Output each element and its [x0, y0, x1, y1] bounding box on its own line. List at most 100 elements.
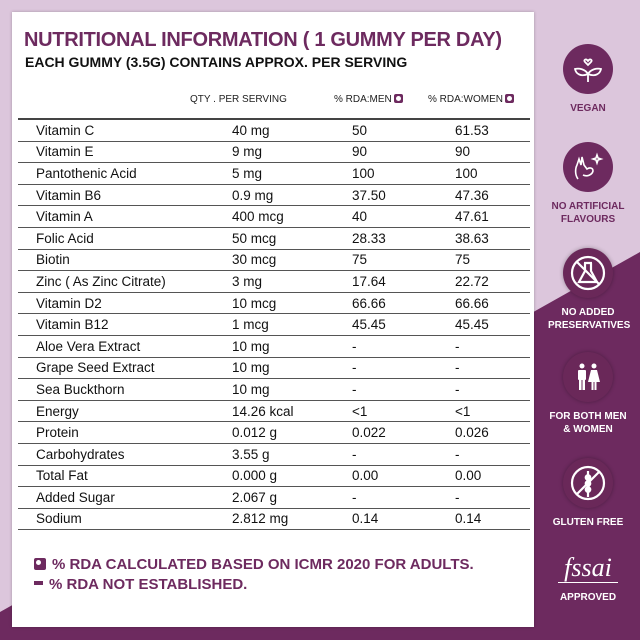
badge-no-artificial-flavours: NO ARTIFICIAL FLAVOURS	[548, 142, 628, 226]
vegan-leaf-heart-icon	[563, 44, 613, 94]
table-row: Biotin 30 mcg 75 75	[18, 249, 530, 272]
qty-per-serving: 30 mcg	[232, 249, 352, 272]
qty-per-serving: 10 mg	[232, 357, 352, 380]
qty-per-serving: 5 mg	[232, 162, 352, 185]
rda-men: -	[352, 335, 455, 358]
rda-women: <1	[455, 400, 530, 423]
qty-per-serving: 14.26 kcal	[232, 400, 352, 423]
nutrient-name: Carbohydrates	[18, 443, 232, 466]
rda-symbol-icon	[34, 558, 46, 570]
nutrient-name: Grape Seed Extract	[18, 357, 232, 380]
rda-women: 38.63	[455, 227, 530, 250]
rda-men: 17.64	[352, 270, 455, 293]
nutrient-name: Vitamin C	[18, 119, 232, 142]
table-row: Sodium 2.812 mg 0.14 0.14	[18, 508, 530, 531]
col-header-text: % RDA:WOMEN	[428, 94, 503, 105]
fssai-logo: fssai	[558, 554, 618, 583]
nutrient-name: Aloe Vera Extract	[18, 335, 232, 358]
rda-note-text: % RDA CALCULATED BASED ON ICMR 2020 FOR …	[52, 556, 474, 573]
rda-men: 37.50	[352, 184, 455, 207]
rda-men: 75	[352, 249, 455, 272]
badge-gluten-free: GLUTEN FREE	[548, 458, 628, 529]
badge-label: GLUTEN FREE	[552, 517, 624, 528]
rda-women: 0.14	[455, 508, 530, 531]
rda-symbol-icon	[393, 94, 403, 103]
qty-per-serving: 3 mg	[232, 270, 352, 293]
col-header-rda-women: % RDA:WOMEN	[428, 94, 514, 105]
ok-hand-sparkle-icon	[563, 142, 613, 192]
rda-women: 0.026	[455, 421, 530, 444]
rda-men: 66.66	[352, 292, 455, 315]
badge-label: NO ADDED PRESERVATIVES	[548, 307, 631, 331]
qty-per-serving: 0.012 g	[232, 421, 352, 444]
rda-women: 100	[455, 162, 530, 185]
table-row: Energy 14.26 kcal <1 <1	[18, 400, 530, 423]
qty-per-serving: 10 mg	[232, 335, 352, 358]
rda-men: -	[352, 378, 455, 401]
nutrient-name: Added Sugar	[18, 486, 232, 509]
rda-women: 61.53	[455, 119, 530, 142]
rda-men: 45.45	[352, 313, 455, 336]
nutrient-name: Vitamin B12	[18, 313, 232, 336]
col-header-rda-men: % RDA:MEN	[334, 94, 403, 105]
rda-women: -	[455, 486, 530, 509]
col-header-text: QTY . PER SERVING	[190, 94, 287, 105]
not-established-text: % RDA NOT ESTABLISHED.	[49, 576, 248, 593]
qty-per-serving: 3.55 g	[232, 443, 352, 466]
nutrient-name: Vitamin B6	[18, 184, 232, 207]
nutrient-name: Biotin	[18, 249, 232, 272]
no-flask-icon	[563, 248, 613, 298]
rda-men: 28.33	[352, 227, 455, 250]
badge-fssai-approved: fssai APPROVED	[548, 554, 628, 604]
man-woman-icon	[563, 352, 613, 402]
qty-per-serving: 0.000 g	[232, 465, 352, 488]
badge-label: APPROVED	[559, 592, 617, 603]
rda-men: -	[352, 486, 455, 509]
rda-women: -	[455, 443, 530, 466]
table-row: Total Fat 0.000 g 0.00 0.00	[18, 465, 530, 488]
rda-men: -	[352, 357, 455, 380]
nutrient-name: Sea Buckthorn	[18, 378, 232, 401]
page-title: NUTRITIONAL INFORMATION ( 1 GUMMY PER DA…	[24, 29, 502, 51]
subtitle: EACH GUMMY (3.5G) CONTAINS APPROX. PER S…	[25, 54, 408, 70]
nutrient-name: Protein	[18, 421, 232, 444]
rda-women: 47.61	[455, 205, 530, 228]
rda-men: 0.14	[352, 508, 455, 531]
col-header-text: % RDA:MEN	[334, 94, 392, 105]
nutrient-name: Vitamin E	[18, 141, 232, 164]
rda-symbol-icon	[505, 94, 514, 103]
rda-women: 66.66	[455, 292, 530, 315]
nutrient-name: Vitamin D2	[18, 292, 232, 315]
rda-men: -	[352, 443, 455, 466]
rda-women: 47.36	[455, 184, 530, 207]
badge-vegan: VEGAN	[548, 44, 628, 115]
table-row: Carbohydrates 3.55 g--	[18, 443, 530, 466]
rda-women: 0.00	[455, 465, 530, 488]
table-row: Aloe Vera Extract 10 mg - -	[18, 335, 530, 358]
nutrient-name: Sodium	[18, 508, 232, 531]
table-row: Folic Acid 50 mcg 28.33 38.63	[18, 227, 530, 250]
rda-men: 100	[352, 162, 455, 185]
qty-per-serving: 400 mcg	[232, 205, 352, 228]
nutrient-name: Pantothenic Acid	[18, 162, 232, 185]
badge-label: NO ARTIFICIAL FLAVOURS	[551, 201, 625, 225]
badge-label: FOR BOTH MEN & WOMEN	[549, 411, 627, 435]
table-row: Added Sugar 2.067 g--	[18, 486, 530, 509]
table-row: Vitamin B6 0.9 mg 37.50 47.36	[18, 184, 530, 207]
rda-men: 0.022	[352, 421, 455, 444]
qty-per-serving: 10 mcg	[232, 292, 352, 315]
badge-for-both-men-women: FOR BOTH MEN & WOMEN	[548, 352, 628, 436]
not-established-note: % RDA NOT ESTABLISHED.	[34, 576, 247, 593]
qty-per-serving: 0.9 mg	[232, 184, 352, 207]
nutrient-name: Total Fat	[18, 465, 232, 488]
nutrition-card: NUTRITIONAL INFORMATION ( 1 GUMMY PER DA…	[12, 12, 534, 627]
rda-women: 75	[455, 249, 530, 272]
rda-men: 90	[352, 141, 455, 164]
table-row: Vitamin B12 1 mcg 45.45 45.45	[18, 313, 530, 336]
qty-per-serving: 50 mcg	[232, 227, 352, 250]
nutrient-name: Energy	[18, 400, 232, 423]
qty-per-serving: 10 mg	[232, 378, 352, 401]
rda-women: 45.45	[455, 313, 530, 336]
